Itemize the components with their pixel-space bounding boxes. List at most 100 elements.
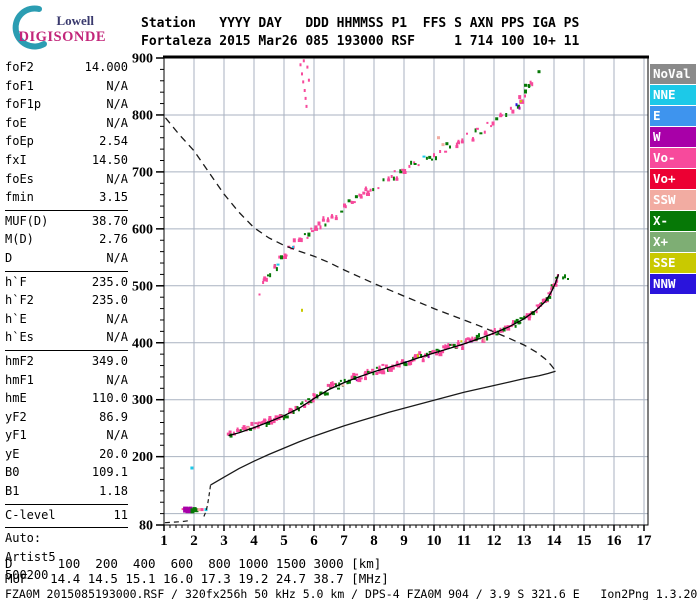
param-row-mufd: MUF(D) 38.70 <box>5 212 128 231</box>
echo-dot <box>314 227 318 231</box>
echo-dot <box>392 176 395 181</box>
echo-dot <box>395 362 399 366</box>
param-value: 109.1 <box>91 465 128 480</box>
param-value: N/A <box>106 311 128 326</box>
legend-item-w: W <box>650 127 696 147</box>
echo-dot <box>408 362 413 366</box>
echo-dot <box>304 399 307 402</box>
echo-dot <box>263 276 267 280</box>
echo-dot <box>535 310 538 314</box>
y-axis-label-800: 800 <box>132 108 153 123</box>
echo-dot <box>408 164 411 168</box>
echo-dot <box>403 361 406 366</box>
echo-dot <box>461 344 464 349</box>
echo-dot <box>314 225 318 230</box>
param-row-artist5: Artist5 <box>5 548 128 567</box>
echo-dot <box>330 215 334 219</box>
echo-dot <box>265 277 268 282</box>
echo-dot <box>297 239 302 242</box>
echo-dot <box>307 78 310 82</box>
param-label: yF1 <box>5 428 27 443</box>
echo-dot <box>232 431 235 434</box>
param-value: 2.76 <box>99 232 128 247</box>
param-label: foF2 <box>5 60 34 74</box>
echo-dot <box>499 327 502 331</box>
echo-dot <box>236 427 239 430</box>
echo-dot <box>413 161 416 164</box>
param-value: 3.15 <box>99 190 128 205</box>
echo-dot <box>278 414 282 417</box>
param-row-he: h`E N/A <box>5 310 128 329</box>
echo-dot <box>359 377 363 380</box>
echo-dot <box>306 65 309 69</box>
echo-dot <box>181 508 184 511</box>
echo-dot <box>483 130 486 134</box>
param-label: B1 <box>5 484 20 499</box>
echo-dot <box>499 329 502 333</box>
x-axis-label-17: 17 <box>637 533 653 549</box>
echo-dot <box>514 320 517 324</box>
echo-dot <box>427 355 430 359</box>
echo-dot <box>390 175 393 178</box>
echo-dot <box>564 274 566 279</box>
param-value: 14.000 <box>84 60 128 74</box>
echo-dot <box>357 376 361 381</box>
echo-dot <box>304 96 307 100</box>
echo-dot <box>484 330 488 334</box>
echo-dot <box>514 324 517 328</box>
echo-dot <box>410 160 413 165</box>
echo-dot <box>273 265 277 269</box>
echo-dot <box>270 421 274 425</box>
echo-dot <box>343 378 346 382</box>
param-row-hme: hmE 110.0 <box>5 389 128 408</box>
x-axis-label-2: 2 <box>190 533 198 549</box>
lowell-digisonde-logo: Lowell DIGISONDE <box>12 5 106 50</box>
param-value: 14.50 <box>91 152 128 167</box>
echo-dot <box>366 193 370 196</box>
echo-dot <box>327 217 329 221</box>
echo-dot <box>363 372 368 376</box>
legend-item-nnw: NNW <box>650 274 696 294</box>
echo-dot <box>283 256 287 259</box>
echo-dot <box>326 383 330 387</box>
param-label: foE <box>5 115 27 130</box>
echo-dot <box>464 339 467 343</box>
echo-dot <box>324 391 327 396</box>
echo-dot <box>435 156 437 161</box>
echo-dot <box>200 508 204 512</box>
param-value: N/A <box>106 428 128 443</box>
echo-dot <box>524 89 527 94</box>
echo-dot <box>455 142 458 147</box>
echo-dot <box>304 404 307 407</box>
echo-dot <box>313 393 316 397</box>
x-axis-label-9: 9 <box>400 533 408 549</box>
echo-dot <box>311 230 314 233</box>
echo-dot <box>262 278 267 282</box>
param-row-fof1p: foF1p N/A <box>5 95 128 114</box>
echo-dot <box>486 336 489 341</box>
echo-dot <box>435 352 439 356</box>
echo-dot <box>495 117 499 121</box>
echo-dot <box>254 422 258 425</box>
echo-dot <box>355 373 359 376</box>
param-row-fof2: foF2 14.000 <box>5 58 128 77</box>
echo-dot <box>262 420 267 423</box>
echo-dot <box>329 384 333 388</box>
echo-dot <box>299 63 302 67</box>
echo-dot <box>422 357 425 361</box>
echo-dot <box>404 363 408 367</box>
echo-dot <box>298 237 302 240</box>
y-axis-label-700: 700 <box>132 165 153 180</box>
legend-item-x: X+ <box>650 232 696 252</box>
echo-dot <box>499 112 502 115</box>
echo-dot <box>442 345 445 349</box>
echo-dot <box>347 379 351 384</box>
y-axis-label-500: 500 <box>132 279 153 294</box>
echo-dot <box>343 203 346 208</box>
param-row-yf1: yF1 N/A <box>5 426 128 445</box>
param-row-hmf2: hmF2 349.0 <box>5 352 128 371</box>
echo-dot <box>292 246 294 249</box>
echo-dot <box>499 114 503 118</box>
y-axis-label-400: 400 <box>132 336 153 351</box>
